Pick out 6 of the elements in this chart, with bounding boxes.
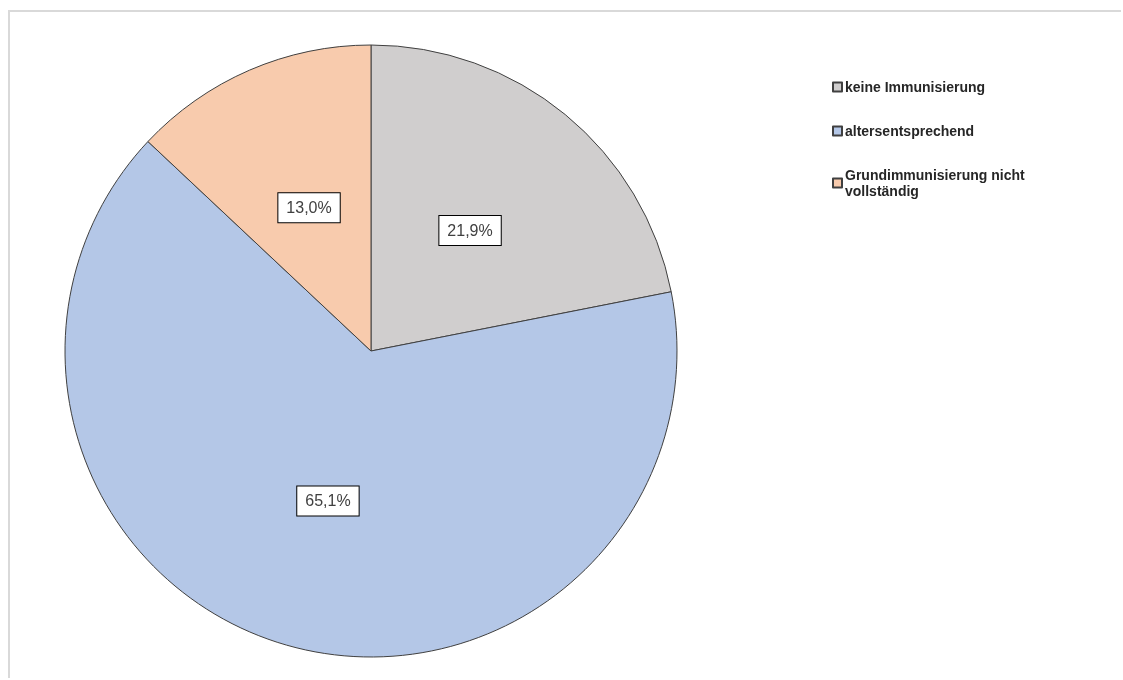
legend-label: altersentsprechend — [845, 123, 975, 139]
data-label: 21,9% — [447, 221, 493, 239]
legend-label: keine Immunisierung — [845, 79, 986, 95]
data-label: 13,0% — [286, 199, 332, 217]
legend-label: Grundimmunisierung nicht vollständig — [845, 167, 1029, 199]
data-label: 65,1% — [305, 492, 351, 510]
